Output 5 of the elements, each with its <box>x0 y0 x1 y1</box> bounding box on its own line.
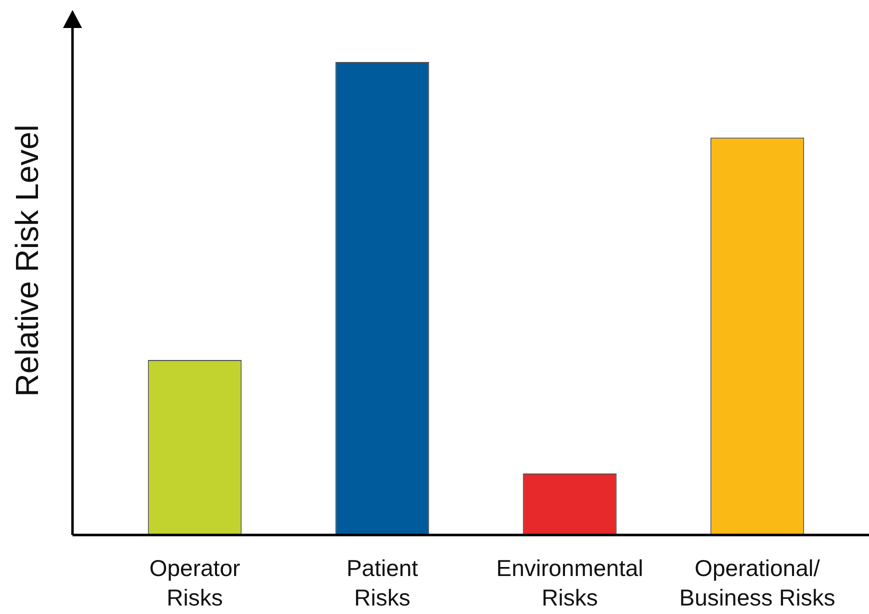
x-tick-label: Environmental Risks <box>496 555 644 611</box>
x-tick-label: Operator Risks <box>149 555 240 611</box>
y-axis-title: Relative Risk Level <box>8 124 45 397</box>
x-tick-label: Patient Risks <box>346 555 419 611</box>
x-tick-label: Operational/ Business Risks <box>679 555 836 611</box>
